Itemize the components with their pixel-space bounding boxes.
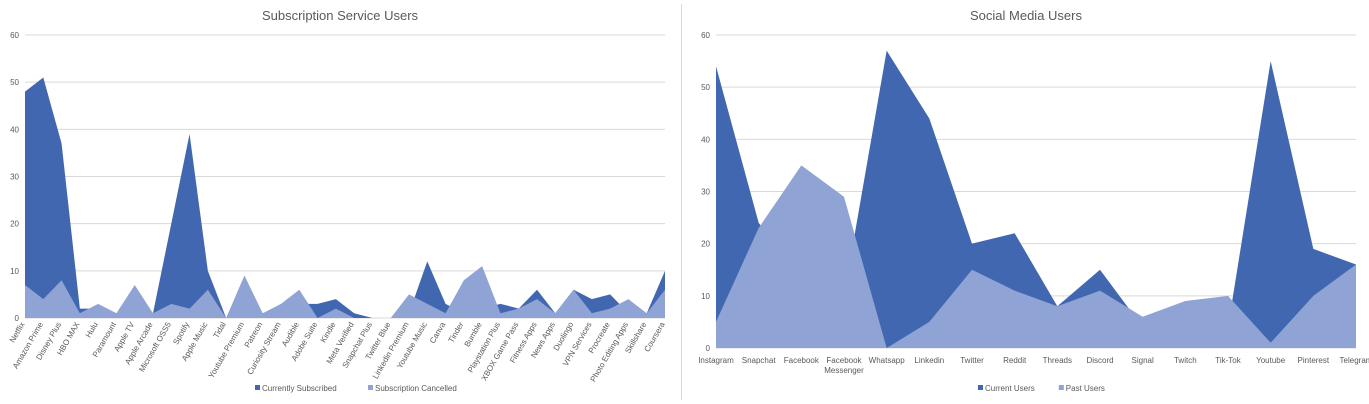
- social-media-chart-panel: Social Media Users 0 10 20 30 40 50 60 Instagram…: [684, 0, 1369, 404]
- x-tick-label: Twitter: [960, 356, 984, 365]
- y-tick-label: 40: [10, 125, 19, 134]
- chart-title: Subscription Service Users: [262, 8, 419, 23]
- y-tick-label: 60: [10, 31, 19, 40]
- x-tick-label: Instagram: [698, 356, 734, 365]
- legend-label-1: Currently Subscribed: [262, 384, 337, 393]
- y-tick-label: 60: [701, 31, 710, 40]
- y-tick-label: 50: [701, 83, 710, 92]
- legend-label-2: Subscription Cancelled: [375, 384, 457, 393]
- area-series-2: [716, 165, 1356, 348]
- panel-divider: [681, 4, 682, 400]
- y-tick-label: 0: [15, 314, 20, 323]
- y-tick-label: 10: [701, 292, 710, 301]
- legend-label-2: Past Users: [1066, 384, 1105, 393]
- area-series-2: [25, 266, 665, 318]
- x-tick-label: Tinder: [447, 320, 466, 344]
- x-tick-label: Canva: [428, 320, 448, 345]
- x-tick-label: Telegram: [1340, 356, 1369, 365]
- y-tick-label: 10: [10, 267, 19, 276]
- x-tick-label: Snapchat: [742, 356, 777, 365]
- x-tick-label: Facebook Messenger: [824, 356, 864, 375]
- y-tick-label: 30: [10, 173, 19, 182]
- legend-swatch-1: [978, 385, 983, 390]
- area-series-1: [716, 50, 1356, 349]
- x-tick-label: Signal: [1132, 356, 1154, 365]
- x-tick-label: Linkedin: [914, 356, 944, 365]
- x-tick-label: Kindle: [319, 320, 338, 344]
- x-tick-label: Reddit: [1003, 356, 1027, 365]
- subscription-chart-panel: Subscription Service Users 0 10 20 30 40 50 60 N…: [0, 0, 680, 404]
- x-tick-label: Tik-Tok: [1215, 356, 1241, 365]
- x-tick-label: Threads: [1043, 356, 1072, 365]
- subscription-chart: Subscription Service Users 0 10 20 30 40 50 60 N…: [8, 8, 667, 393]
- x-tick-label: Pinterest: [1298, 356, 1330, 365]
- x-tick-label: Discord: [1086, 356, 1113, 365]
- x-tick-label: Whatsapp: [869, 356, 906, 365]
- x-tick-label: Youtube: [1256, 356, 1286, 365]
- y-tick-label: 50: [10, 78, 19, 87]
- x-tick-label: Twitch: [1174, 356, 1197, 365]
- x-tick-label: Tidal: [212, 320, 228, 339]
- legend-label-1: Current Users: [985, 384, 1035, 393]
- area-series-1: [25, 77, 665, 318]
- x-tick-label: Youtube Premium: [207, 320, 247, 380]
- y-tick-label: 30: [701, 188, 710, 197]
- y-tick-label: 20: [701, 240, 710, 249]
- legend-swatch-2: [1058, 385, 1064, 390]
- legend-swatch-1: [255, 385, 260, 390]
- x-tick-label: Netflix: [8, 321, 27, 345]
- y-tick-label: 20: [10, 220, 19, 229]
- legend-swatch-2: [368, 385, 373, 390]
- x-tick-label: Facebook: [784, 356, 820, 365]
- social-media-chart: Social Media Users 0 10 20 30 40 50 60 Instagram…: [698, 8, 1369, 393]
- x-tick-label: Hulu: [84, 321, 100, 340]
- y-tick-label: 40: [701, 135, 710, 144]
- chart-title: Social Media Users: [970, 8, 1082, 23]
- y-tick-label: 0: [706, 344, 711, 353]
